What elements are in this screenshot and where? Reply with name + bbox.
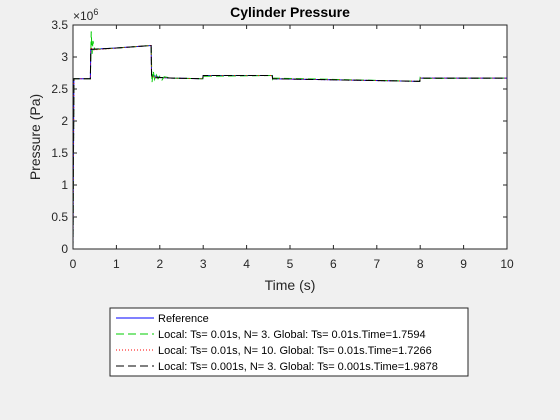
y-axis-label: Pressure (Pa) [27,94,43,180]
legend: Reference Local: Ts= 0.01s, N= 3. Global:… [109,307,469,377]
x-tick-label: 4 [243,257,250,271]
x-axis: 0 1 2 3 4 5 6 7 8 9 10 [70,25,514,271]
y-tick-label: 1.5 [51,146,68,160]
y-exponent-label: ×106 [73,7,98,23]
y-axis: 0 0.5 1 1.5 2 2.5 3 3.5 [51,18,507,256]
legend-label: Local: Ts= 0.001s, N= 3. Global: Ts= 0.0… [158,361,438,373]
y-tick-label: 3.5 [51,18,68,32]
x-tick-label: 5 [287,257,294,271]
y-tick-label: 0 [61,242,68,256]
y-exponent-power: 6 [93,7,98,17]
legend-label: Local: Ts= 0.01s, N= 3. Global: Ts= 0.01… [158,329,426,341]
series-line-4 [72,44,507,250]
x-tick-label: 3 [200,257,207,271]
x-tick-label: 8 [417,257,424,271]
legend-label: Local: Ts= 0.01s, N= 10. Global: Ts= 0.0… [158,345,432,357]
y-exponent-base: ×10 [73,9,94,23]
x-tick-label: 9 [460,257,467,271]
x-tick-label: 2 [156,257,163,271]
x-tick-label: 1 [113,257,120,271]
x-tick-label: 6 [330,257,337,271]
series-layer [72,31,508,250]
y-tick-label: 0.5 [51,210,68,224]
y-tick-label: 1 [61,178,68,192]
x-axis-label: Time (s) [265,277,316,293]
legend-label: Reference [158,313,209,325]
plot-area [73,25,507,249]
chart-title: Cylinder Pressure [230,4,350,20]
y-tick-label: 2 [61,114,68,128]
y-tick-label: 3 [61,50,68,64]
x-tick-label: 10 [500,257,514,271]
y-tick-label: 2.5 [51,82,68,96]
x-tick-label: 7 [373,257,380,271]
legend-box [109,307,469,377]
x-tick-label: 0 [70,257,77,271]
